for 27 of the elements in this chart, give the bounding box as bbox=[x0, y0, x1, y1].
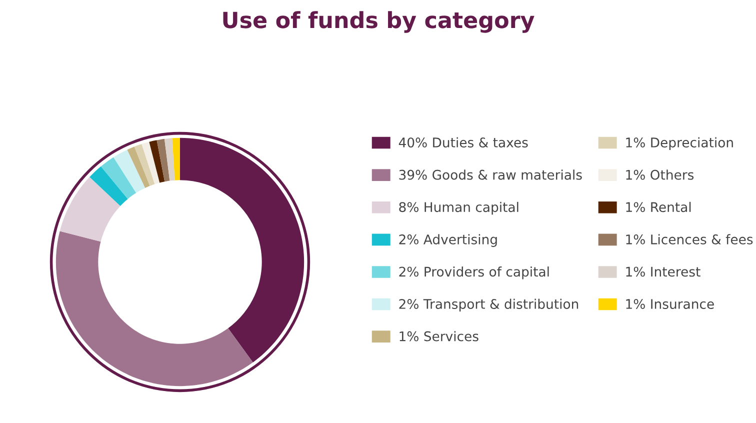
donut-slice bbox=[180, 138, 304, 362]
legend-label: 1% Depreciation bbox=[626, 137, 733, 150]
legend-label: 40% Duties & taxes bbox=[398, 137, 528, 148]
legend-label: 39% Goods & raw materials bbox=[399, 170, 582, 180]
donut-slice bbox=[134, 144, 155, 186]
donut-slice bbox=[56, 231, 253, 386]
legend-label: 1% Insurance bbox=[626, 299, 714, 309]
donut-slice bbox=[60, 177, 120, 242]
legend-label: 1% Services bbox=[400, 331, 478, 342]
donut-slice bbox=[90, 166, 128, 206]
chart-title: Use of funds by category bbox=[223, 11, 534, 33]
legend-label: 2% Transport & distribution bbox=[399, 298, 578, 312]
legend-label: 1% Others bbox=[626, 170, 694, 180]
donut-slice bbox=[172, 138, 180, 180]
legend-label: 1% Interest bbox=[626, 266, 700, 277]
legend-label: 1% Licences & fees bbox=[626, 234, 753, 244]
donut-slice bbox=[114, 150, 146, 193]
donut-slice bbox=[156, 138, 170, 182]
donut-slice bbox=[164, 138, 175, 181]
legend-label: 2% Advertising bbox=[399, 234, 497, 247]
donut-slice bbox=[127, 146, 150, 188]
donut-slice bbox=[142, 142, 160, 184]
legend-label: 1% Rental bbox=[626, 202, 691, 212]
donut-slice bbox=[149, 140, 165, 183]
legend-label: 2% Providers of capital bbox=[399, 266, 549, 280]
legend-label: 8% Human capital bbox=[399, 202, 518, 215]
donut-slice bbox=[100, 157, 136, 199]
